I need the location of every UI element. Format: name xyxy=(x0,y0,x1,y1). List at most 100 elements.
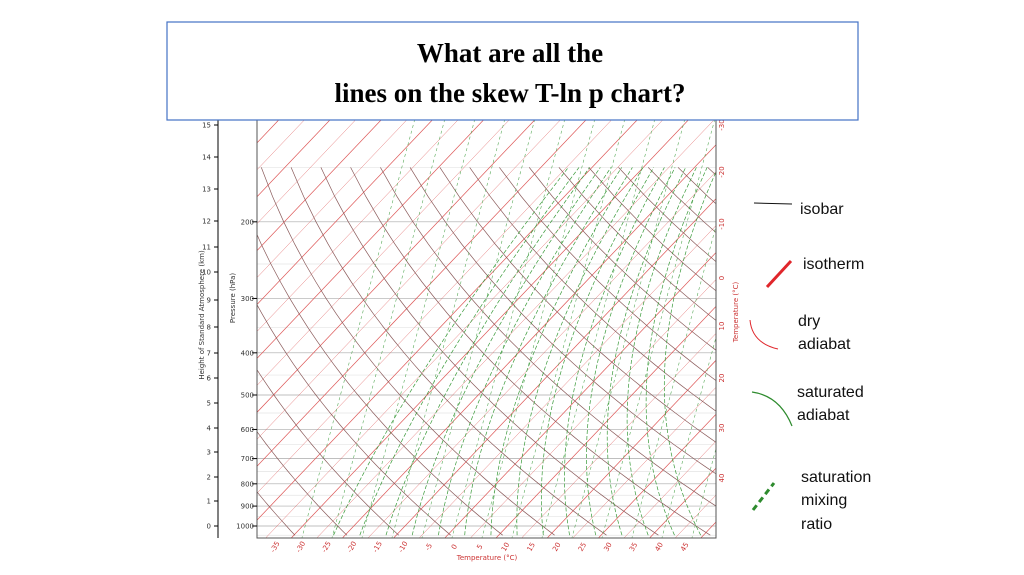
mixing-ratio xyxy=(391,112,508,538)
mixing-ratio xyxy=(571,112,688,538)
isotherm xyxy=(623,440,716,538)
dry-adiabat xyxy=(380,167,716,507)
isotherm xyxy=(257,112,364,224)
temperature-tick-label: 10 xyxy=(500,541,511,553)
dry-adiabat xyxy=(320,167,659,536)
isotherm xyxy=(597,413,716,538)
mixing-ratio xyxy=(481,112,598,538)
title-line: What are all the xyxy=(417,38,603,68)
temperature-tick-label: 25 xyxy=(577,541,588,553)
height-tick-label: 3 xyxy=(207,449,211,457)
saturated-adiabat xyxy=(626,167,697,536)
height-tick-label: 10 xyxy=(202,269,211,277)
height-tick-label: 0 xyxy=(207,523,211,531)
right-temperature-axis-label: Temperature (°C) xyxy=(732,282,740,344)
pressure-tick-label: 200 xyxy=(241,218,254,226)
pressure-tick-label: 300 xyxy=(241,295,254,303)
legend-label: ratio xyxy=(801,516,832,533)
saturated-adiabat xyxy=(438,167,612,536)
mixing-ratio xyxy=(301,112,418,538)
mixing-ratio xyxy=(421,112,538,538)
isotherm xyxy=(257,112,466,332)
isotherm xyxy=(257,112,517,386)
temperature-tick-label: 40 xyxy=(654,541,665,553)
legend-label: saturated xyxy=(797,384,864,401)
temperature-tick-label: 30 xyxy=(602,541,613,553)
pressure-tick-label: 400 xyxy=(241,349,254,357)
height-tick-label: 13 xyxy=(202,186,211,194)
isotherm xyxy=(257,112,441,306)
height-tick-label: 5 xyxy=(207,400,211,408)
height-axis-label: Height of Standard Atmosphere (km) xyxy=(198,250,206,380)
saturated-adiabat xyxy=(385,167,590,536)
height-tick-label: 4 xyxy=(207,425,212,433)
dry-adiabat xyxy=(409,167,716,475)
legend-label: dry xyxy=(798,313,820,330)
isotherm xyxy=(257,112,620,494)
height-tick-label: 8 xyxy=(207,324,211,332)
pressure-tick-label: 900 xyxy=(241,503,254,511)
height-tick-label: 9 xyxy=(207,297,211,305)
dry-adiabat xyxy=(290,167,607,536)
isotherm xyxy=(444,252,716,538)
height-tick-label: 11 xyxy=(202,244,211,252)
dry-adiabat xyxy=(439,167,716,443)
temperature-tick-label: 0 xyxy=(450,543,459,551)
temperature-tick-label: 15 xyxy=(526,541,537,553)
mixing-ratio xyxy=(601,113,716,538)
height-tick-label: 1 xyxy=(207,498,211,506)
height-tick-label: 2 xyxy=(207,474,211,482)
temperature-axis-label: Temperature (°C) xyxy=(456,554,518,562)
right-temperature-tick-label: 30 xyxy=(718,424,726,433)
isotherm xyxy=(290,112,697,538)
height-tick-label: 7 xyxy=(207,350,211,358)
dry-adiabat xyxy=(350,167,711,536)
right-temperature-tick-label: 20 xyxy=(718,374,726,383)
isotherm xyxy=(257,112,390,252)
temperature-tick-label: 35 xyxy=(628,541,639,553)
saturated-adiabat xyxy=(645,167,708,536)
isotherm xyxy=(546,359,716,538)
temperature-tick-label: 20 xyxy=(551,541,562,553)
legend-label: adiabat xyxy=(797,407,850,424)
isotherm xyxy=(521,333,716,538)
mixing-ratio-swatch xyxy=(751,482,776,511)
right-temperature-tick-label: 10 xyxy=(718,322,726,331)
dry-adiabat xyxy=(499,167,716,381)
right-temperature-tick-label: -10 xyxy=(718,218,726,229)
pressure-tick-label: 600 xyxy=(241,426,254,434)
saturated-adiabat xyxy=(586,167,676,536)
legend-label: saturation xyxy=(801,469,871,486)
isotherm xyxy=(341,144,716,538)
dry-adiabat-swatch xyxy=(749,319,779,350)
height-tick-label: 12 xyxy=(202,218,211,226)
dry-adiabat xyxy=(257,431,348,536)
isotherm xyxy=(649,467,716,538)
right-temperature-tick-label: -20 xyxy=(718,166,726,177)
height-tick-label: 14 xyxy=(202,154,211,162)
isotherm xyxy=(418,225,716,538)
isotherm xyxy=(470,279,716,538)
legend-label: isobar xyxy=(800,201,844,218)
dry-adiabat xyxy=(257,491,296,536)
mixing-ratio xyxy=(511,112,628,538)
saturated-adiabat xyxy=(606,167,687,536)
title-line: lines on the skew T-ln p chart? xyxy=(334,78,685,108)
mixing-ratio xyxy=(451,112,568,538)
isotherm xyxy=(257,112,415,278)
saturated-adiabat xyxy=(333,167,569,536)
pressure-tick-label: 800 xyxy=(241,480,254,488)
legend-label: isotherm xyxy=(803,256,864,273)
skew-t-lines xyxy=(257,112,716,538)
dry-adiabat xyxy=(257,233,503,536)
isotherm xyxy=(495,305,716,538)
temperature-tick-label: 45 xyxy=(679,541,690,553)
isotherm xyxy=(257,112,646,521)
title-box xyxy=(166,21,859,121)
right-temperature-tick-label: 0 xyxy=(718,276,726,280)
saturated-adiabat xyxy=(490,167,633,536)
saturated-adiabat xyxy=(541,167,655,536)
height-tick-label: 6 xyxy=(207,375,212,383)
saturated-adiabat xyxy=(564,167,665,536)
